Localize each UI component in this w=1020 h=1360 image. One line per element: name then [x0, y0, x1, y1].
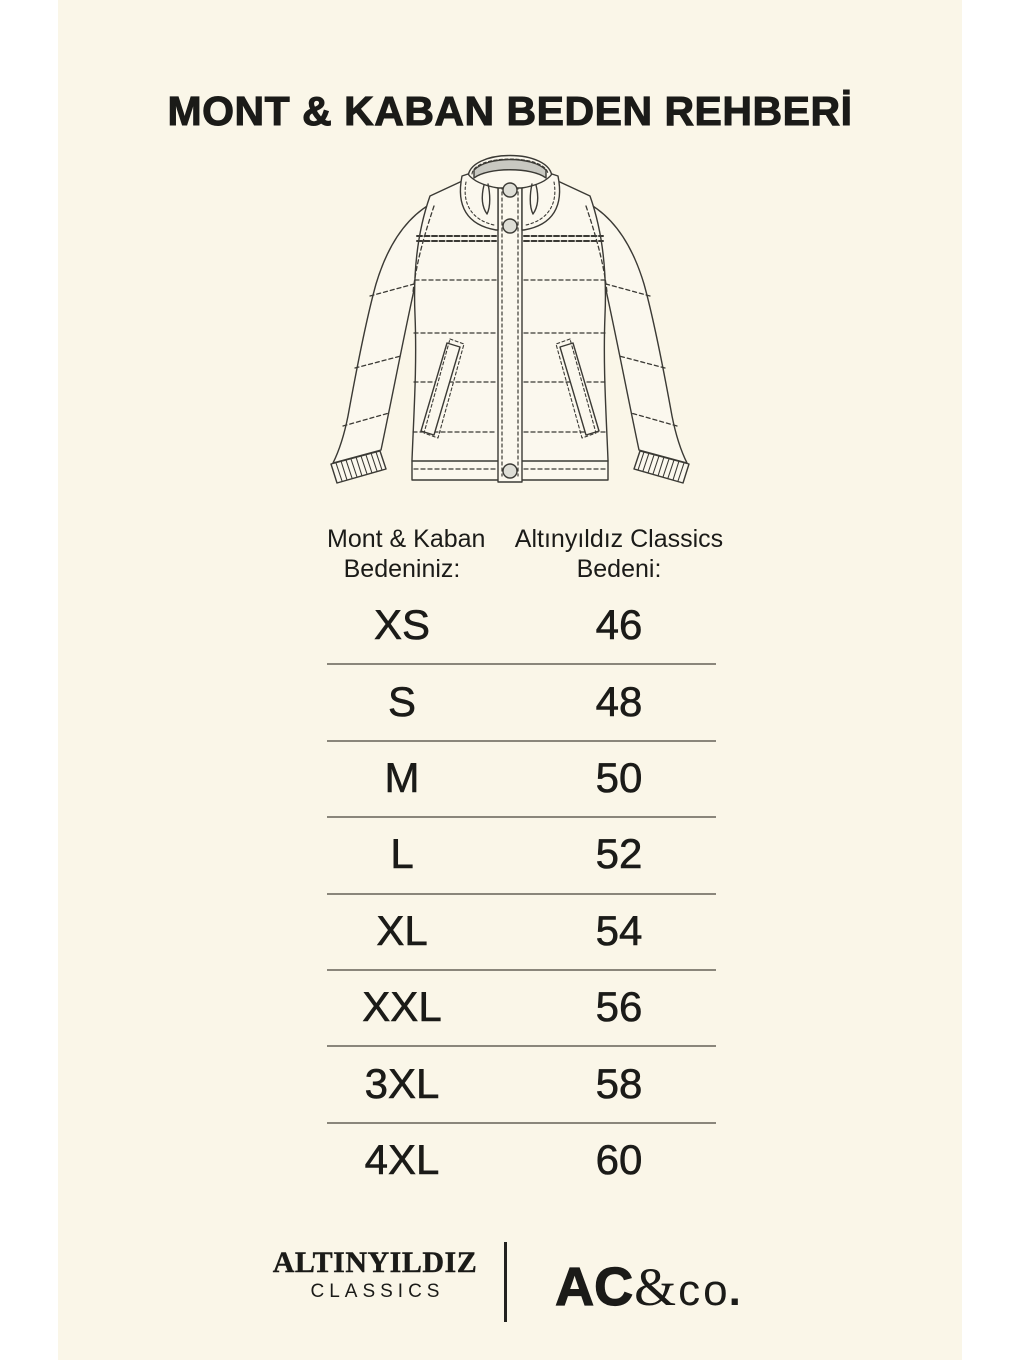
size-label: XL [376, 906, 428, 955]
size-table-header: Mont & Kaban Bedeniniz: Altınyıldız Clas… [327, 524, 723, 586]
size-value: 50 [595, 754, 643, 802]
size-label: M [384, 754, 420, 802]
size-label: 3XL [364, 1059, 440, 1107]
logo-ac-text: AC [555, 1256, 634, 1317]
size-value: 60 [595, 1136, 643, 1184]
size-value: 56 [595, 983, 643, 1031]
table-row: XL 54 [327, 895, 716, 972]
size-label: XS [373, 601, 431, 649]
puffer-jacket-illustration [330, 154, 690, 484]
jacket-snap-bottom [502, 463, 518, 479]
table-row: M 50 [327, 742, 716, 819]
jacket-chest-seam [416, 235, 604, 242]
size-value: 46 [595, 601, 643, 649]
size-value: 52 [595, 830, 643, 878]
size-table: XS 46 S 48 M 50 L 52 XL 54 XXL 56 3XL 58… [327, 589, 716, 1200]
brand-sub-text: CLASSICS [310, 1281, 445, 1302]
table-row: 4XL 60 [327, 1124, 716, 1200]
jacket-snap-top [502, 182, 518, 198]
logo-ampersand: & [634, 1257, 677, 1317]
jacket-left-cuff [330, 450, 387, 484]
jacket-right-pocket [559, 342, 600, 436]
size-label: L [390, 830, 414, 878]
footer-divider [504, 1242, 507, 1322]
table-row: 3XL 58 [327, 1047, 716, 1125]
brand-name-text: ALTINYILDIZ [272, 1246, 478, 1279]
table-row: S 48 [327, 665, 716, 743]
table-row: XS 46 [327, 589, 716, 666]
table-row: L 52 [327, 818, 716, 895]
size-label: 4XL [364, 1136, 440, 1184]
size-guide-canvas: MONT & KABAN BEDEN REHBERİ [58, 0, 962, 1360]
jacket-snap-mid [502, 218, 518, 234]
logo-co-text: co [678, 1266, 731, 1315]
table-row: XXL 56 [327, 971, 716, 1048]
size-value: 54 [595, 906, 643, 955]
ac-and-co-logo: AC & co . [538, 1256, 758, 1318]
logo-dot: . [728, 1266, 741, 1315]
jacket-left-pocket [420, 342, 461, 436]
column-header-your-size: Mont & Kaban Bedeniniz: [327, 525, 486, 583]
size-value: 48 [595, 677, 643, 725]
page-title: MONT & KABAN BEDEN REHBERİ [167, 88, 853, 135]
size-label: XXL [362, 983, 442, 1031]
altinyildiz-classics-logo: ALTINYILDIZ CLASSICS [255, 1246, 495, 1302]
size-label: S [387, 677, 417, 725]
jacket-right-cuff [633, 450, 690, 484]
size-value: 58 [595, 1059, 643, 1107]
column-header-brand-size: Altınyıldız Classics Bedeni: [514, 525, 724, 583]
